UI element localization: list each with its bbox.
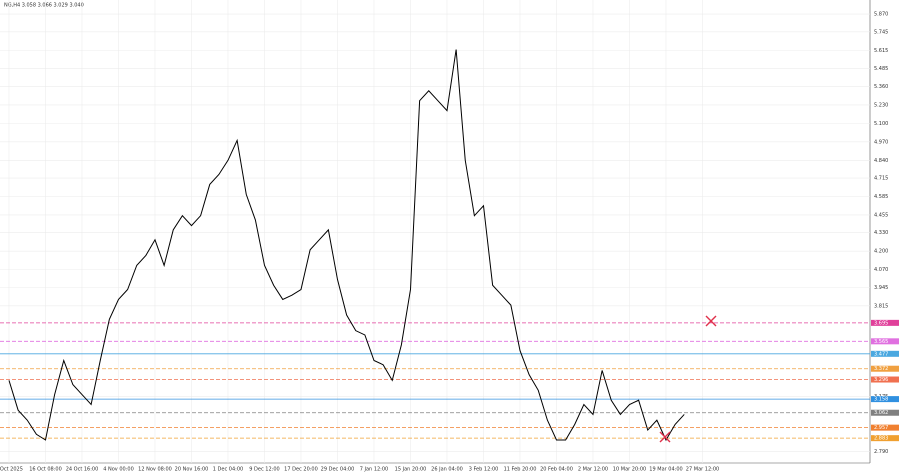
x-tick-label: 19 Mar 04:00	[649, 467, 682, 473]
x-tick-label: 2 Mar 12:00	[578, 467, 608, 473]
level-price-box	[871, 435, 899, 442]
y-tick-label: 4.200	[874, 249, 888, 255]
x-tick-label: 29 Dec 04:00	[321, 467, 355, 473]
level-price-box	[871, 365, 899, 372]
y-tick-label: 4.970	[874, 139, 888, 145]
x-tick-label: 12 Nov 08:00	[138, 467, 172, 473]
x-tick-label: 15 Jan 20:00	[395, 467, 427, 473]
chart-title: NG,H4 3.058 3.066 3.029 3.040	[4, 3, 84, 9]
x-tick-label: 26 Jan 04:00	[431, 467, 463, 473]
x-tick-label: 8 Oct 2025	[0, 467, 23, 473]
level-price-label: 3.695	[874, 320, 888, 326]
x-tick-label: 4 Nov 00:00	[103, 467, 134, 473]
x-tick-label: 20 Nov 16:00	[175, 467, 209, 473]
y-tick-label: 5.745	[874, 29, 888, 35]
x-tick-label: 17 Dec 20:00	[284, 467, 318, 473]
y-tick-label: 2.790	[874, 449, 888, 455]
level-price-box	[871, 319, 899, 326]
level-price-box	[871, 409, 899, 416]
level-price-label: 2.957	[874, 425, 888, 431]
y-tick-label: 4.840	[874, 158, 888, 164]
y-tick-label: 5.485	[874, 66, 888, 72]
y-tick-label: 3.945	[874, 285, 888, 291]
x-tick-label: 10 Mar 20:00	[613, 467, 646, 473]
y-tick-label: 4.330	[874, 230, 888, 236]
level-price-box	[871, 338, 899, 345]
y-tick-label: 4.455	[874, 212, 888, 218]
x-tick-label: 24 Oct 16:00	[66, 467, 99, 473]
y-tick-label: 5.870	[874, 12, 888, 18]
level-price-label: 3.158	[874, 397, 888, 403]
x-tick-label: 3 Feb 12:00	[469, 467, 499, 473]
y-tick-label: 5.100	[874, 121, 888, 127]
level-price-label: 3.372	[874, 366, 888, 372]
level-price-label: 3.565	[874, 339, 888, 345]
y-tick-label: 4.070	[874, 267, 888, 273]
y-tick-label: 4.585	[874, 194, 888, 200]
level-price-box	[871, 424, 899, 431]
x-tick-label: 16 Oct 08:00	[29, 467, 62, 473]
y-tick-label: 3.815	[874, 303, 888, 309]
level-price-box	[871, 376, 899, 383]
price-line	[8, 49, 685, 442]
level-price-label: 2.883	[874, 436, 888, 442]
cross-marker	[659, 315, 717, 443]
level-price-box	[871, 350, 899, 357]
y-tick-label: 4.715	[874, 176, 888, 182]
level-price-label: 3.062	[874, 410, 888, 416]
x-tick-label: 7 Jan 12:00	[360, 467, 388, 473]
x-tick-label: 11 Feb 20:00	[504, 467, 537, 473]
level-price-label: 3.296	[874, 377, 888, 383]
x-tick-label: 20 Feb 04:00	[540, 467, 573, 473]
level-price-label: 3.477	[874, 351, 888, 357]
x-tick-label: 9 Dec 12:00	[249, 467, 279, 473]
y-tick-label: 5.615	[874, 48, 888, 54]
x-tick-label: 1 Dec 04:00	[213, 467, 243, 473]
level-price-box	[871, 396, 899, 403]
y-tick-label: 5.230	[874, 102, 888, 108]
y-tick-label: 5.360	[874, 84, 888, 90]
x-tick-label: 27 Mar 12:00	[686, 467, 719, 473]
